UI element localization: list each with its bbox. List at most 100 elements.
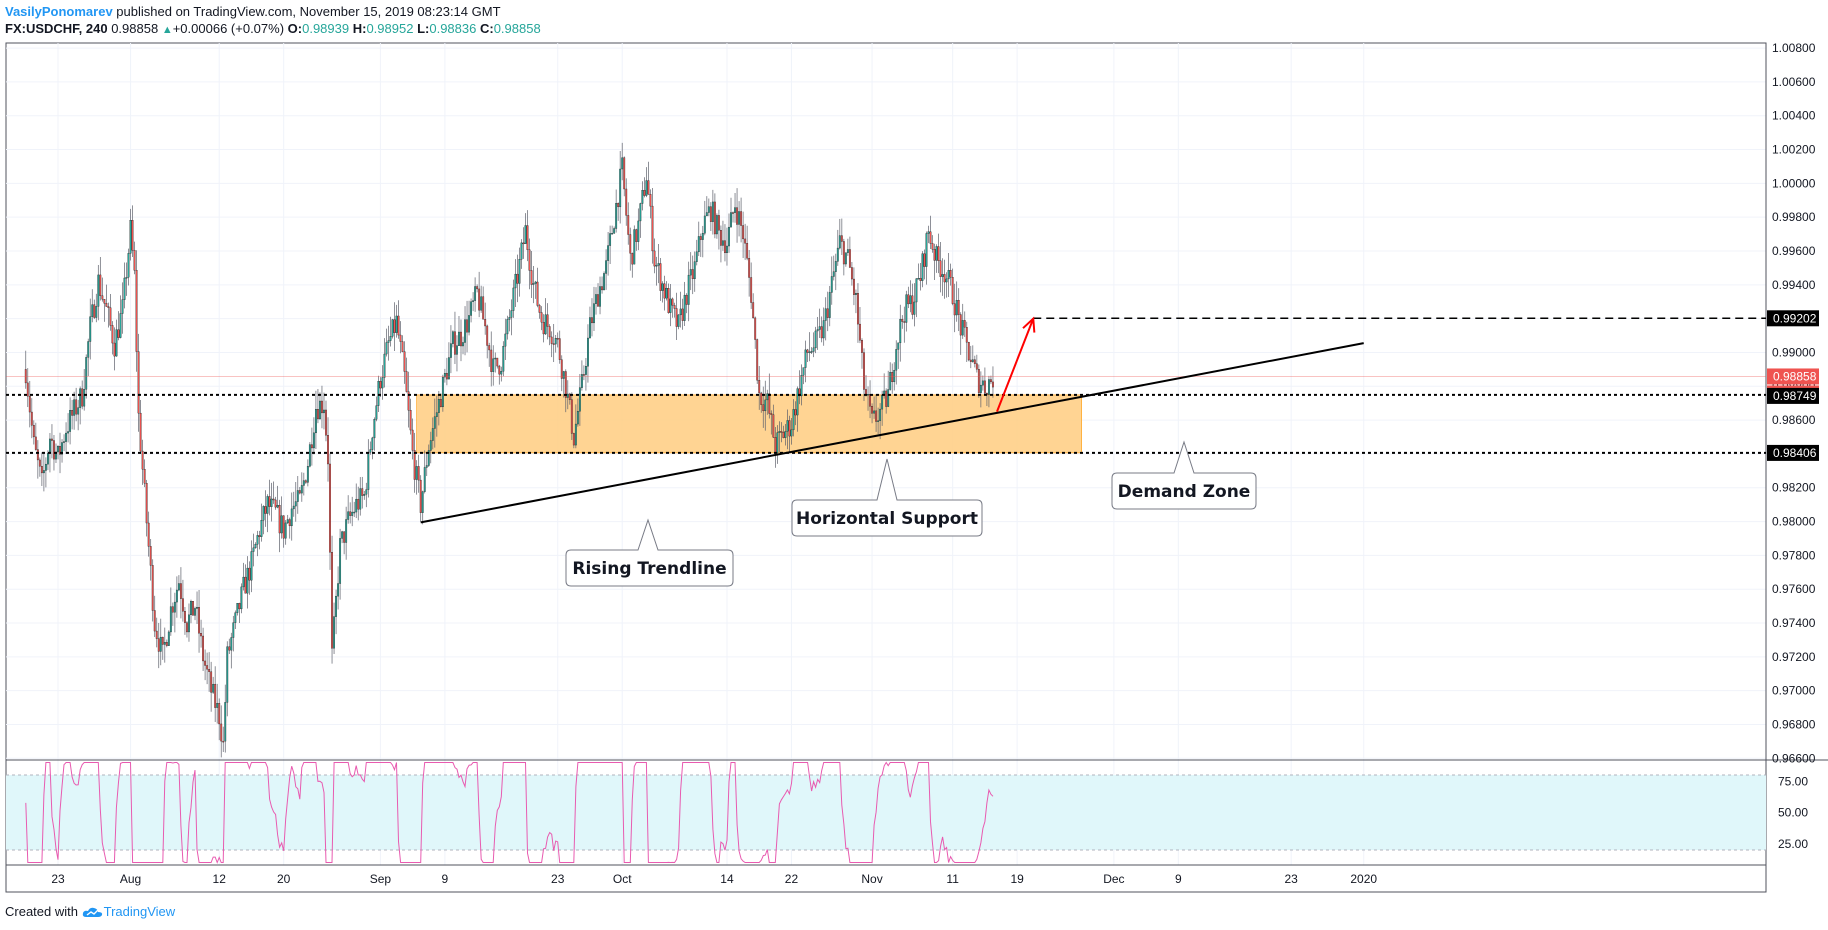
price-change: +0.00066 (+0.07%) bbox=[172, 21, 285, 36]
candle-body bbox=[159, 636, 162, 652]
candle-body bbox=[667, 288, 670, 313]
candle-body bbox=[506, 319, 509, 335]
candle-body bbox=[224, 702, 227, 742]
candle-body bbox=[977, 369, 980, 393]
author-link[interactable]: VasilyPonomarev bbox=[5, 4, 113, 19]
candle-body bbox=[990, 379, 992, 383]
candle-body bbox=[806, 349, 809, 353]
candle-body bbox=[558, 338, 561, 360]
price-tick-label: 1.00600 bbox=[1772, 75, 1816, 89]
candle-body bbox=[498, 365, 501, 375]
candle-body bbox=[804, 349, 807, 368]
candle-body bbox=[331, 552, 333, 649]
candle-body bbox=[260, 519, 263, 537]
candle-body bbox=[325, 409, 327, 436]
last-price: 0.98858 bbox=[111, 21, 159, 36]
rsi-band bbox=[6, 775, 1766, 850]
candle-body bbox=[349, 511, 352, 516]
candle-body bbox=[887, 389, 890, 407]
candle-body bbox=[256, 535, 259, 545]
rising-trendline-callout[interactable]: Rising Trendline bbox=[565, 518, 734, 587]
candle-body bbox=[585, 366, 587, 375]
candle-body bbox=[764, 399, 767, 412]
candle-body bbox=[351, 511, 354, 516]
candle-body bbox=[272, 498, 275, 501]
close-label: C: bbox=[479, 21, 494, 36]
candle-body bbox=[161, 636, 164, 645]
candle-body bbox=[208, 669, 211, 672]
candle-body bbox=[109, 307, 112, 326]
candle-body bbox=[800, 375, 803, 397]
candle-body bbox=[169, 606, 172, 633]
candle-body bbox=[439, 398, 442, 408]
tradingview-logo-link[interactable]: TradingView bbox=[82, 904, 175, 919]
candle-body bbox=[113, 342, 116, 357]
footer: Created with TradingView bbox=[5, 904, 175, 919]
candle-body bbox=[389, 336, 392, 341]
candle-body bbox=[445, 373, 448, 380]
candle-body bbox=[740, 211, 743, 226]
candle-body bbox=[133, 250, 136, 271]
candle-body bbox=[141, 450, 144, 470]
candle-body bbox=[810, 351, 813, 353]
candle-body bbox=[732, 212, 734, 214]
demand-zone-callout[interactable]: Demand Zone bbox=[1111, 440, 1257, 510]
candle-body bbox=[528, 249, 531, 271]
candle-body bbox=[131, 220, 134, 251]
candle-body bbox=[540, 312, 543, 323]
candle-body bbox=[828, 292, 831, 318]
candle-body bbox=[393, 319, 396, 333]
demand-zone-callout-box bbox=[1111, 440, 1257, 510]
time-tick-label: 14 bbox=[720, 872, 734, 886]
candle-body bbox=[599, 286, 601, 307]
close-value: 0.98858 bbox=[493, 21, 541, 36]
candle-body bbox=[198, 607, 200, 634]
candle-body bbox=[742, 225, 745, 240]
price-tick-label: 0.99800 bbox=[1772, 210, 1816, 224]
candle-body bbox=[244, 576, 247, 594]
candle-body bbox=[145, 483, 148, 524]
candle-body bbox=[99, 274, 102, 296]
candle-body bbox=[97, 274, 100, 307]
candle-body bbox=[792, 409, 795, 431]
price-tick-label: 0.97400 bbox=[1772, 616, 1816, 630]
candle-body bbox=[246, 567, 249, 594]
candle-body bbox=[945, 278, 948, 283]
price-tick-label: 0.97600 bbox=[1772, 582, 1816, 596]
candle-body bbox=[826, 308, 829, 318]
candle-body bbox=[679, 308, 682, 316]
symbol-name[interactable]: FX:USDCHF, 240 bbox=[5, 21, 108, 36]
candle-body bbox=[578, 387, 581, 412]
candle-body bbox=[292, 505, 295, 510]
candle-body bbox=[508, 317, 511, 320]
candle-body bbox=[294, 501, 297, 507]
candle-body bbox=[905, 294, 908, 323]
candle-body bbox=[329, 463, 331, 553]
candle-body bbox=[270, 498, 273, 507]
candle-body bbox=[639, 203, 642, 222]
candle-body bbox=[730, 212, 732, 228]
candle-body bbox=[335, 595, 337, 617]
candle-body bbox=[949, 270, 952, 278]
candle-body bbox=[627, 215, 630, 235]
candle-body bbox=[308, 444, 311, 467]
candle-body bbox=[437, 398, 440, 413]
candle-body bbox=[879, 408, 882, 421]
candle-body bbox=[196, 607, 198, 609]
candle-body bbox=[91, 304, 94, 317]
candle-body bbox=[373, 419, 376, 439]
candle-body bbox=[343, 531, 346, 543]
candle-body bbox=[319, 400, 321, 420]
candle-body bbox=[589, 317, 591, 339]
candle-body bbox=[46, 453, 49, 465]
candle-body bbox=[697, 236, 700, 253]
price-tick-label: 0.99400 bbox=[1772, 278, 1816, 292]
candle-body bbox=[369, 449, 372, 453]
candle-body bbox=[139, 412, 142, 452]
candle-body bbox=[214, 683, 217, 708]
high-label: H: bbox=[352, 21, 367, 36]
price-tick-label: 0.97200 bbox=[1772, 650, 1816, 664]
horizontal-support-callout[interactable]: Horizontal Support bbox=[791, 458, 983, 537]
candle-body bbox=[248, 567, 251, 581]
